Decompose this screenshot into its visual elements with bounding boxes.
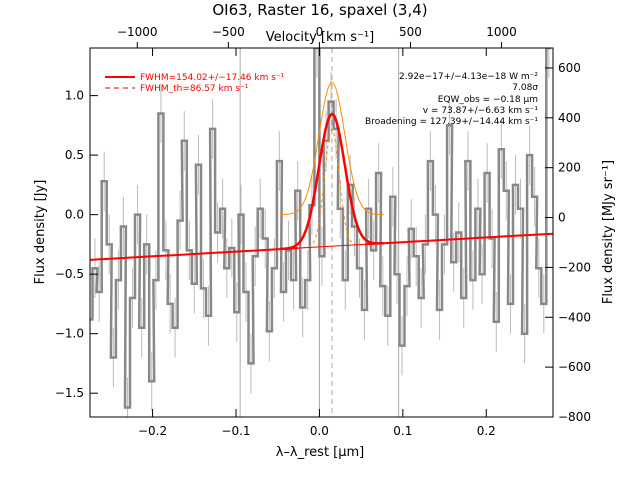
- legend: FWHM=154.02+/−17.46 km s⁻¹ FWHM_th=86.57…: [105, 73, 285, 94]
- chart-title: OI63, Raster 16, spaxel (3,4): [212, 1, 427, 19]
- top-tick-label: 1000: [486, 25, 517, 39]
- bottom-tick-label: −0.2: [138, 424, 167, 438]
- axes: −0.2 −0.1 0.0 0.1 0.2 −1000 −500 0 500 1000 −1.5 −1…: [55, 25, 591, 438]
- top-axis-label: Velocity [km s⁻¹]: [266, 30, 374, 45]
- annotation-flux: 2.92e−17+/−4.13e−18 W m⁻²: [399, 72, 538, 82]
- right-axis-label: Flux density [MJy sr⁻¹]: [601, 160, 616, 304]
- fit-baseline-left: [90, 247, 299, 261]
- annotation-sigma: 7.08σ: [512, 83, 538, 93]
- thermal-profile: [302, 128, 362, 249]
- right-tick-label: −200: [558, 260, 591, 274]
- fit-baseline-right: [365, 232, 553, 246]
- right-tick-label: 400: [558, 111, 581, 125]
- left-tick-label: −1.5: [55, 386, 84, 400]
- left-tick-label: 1.0: [65, 89, 84, 103]
- top-tick-label: 500: [399, 25, 422, 39]
- annotation-eqw: EQW_obs = −0.18 μm: [438, 95, 538, 105]
- left-tick-label: 0.0: [65, 208, 84, 222]
- right-tick-label: −600: [558, 360, 591, 374]
- top-tick-label: −500: [212, 25, 245, 39]
- right-tick-label: 200: [558, 161, 581, 175]
- right-tick-label: 0: [558, 211, 566, 225]
- bottom-tick-label: 0.2: [477, 424, 496, 438]
- spectrum-histogram: [90, 48, 552, 409]
- right-tick-label: −400: [558, 310, 591, 324]
- bottom-tick-label: −0.1: [221, 424, 250, 438]
- bottom-tick-label: 0.1: [393, 424, 412, 438]
- total-fit-curve: [280, 112, 384, 251]
- top-tick-label: −1000: [117, 25, 158, 39]
- annotation-broadening: Broadening = 127.39+/−14.44 km s⁻¹: [365, 117, 538, 127]
- legend-fwhm-th-label: FWHM_th=86.57 km s⁻¹: [140, 84, 249, 94]
- legend-fwhm-label: FWHM=154.02+/−17.46 km s⁻¹: [140, 73, 285, 83]
- gaussian-component: [280, 81, 384, 216]
- annotation-velocity: v = 73.87+/−6.63 km s⁻¹: [423, 106, 539, 116]
- bottom-tick-label: 0.0: [310, 424, 329, 438]
- left-tick-label: 0.5: [65, 148, 84, 162]
- left-tick-label: −1.0: [55, 327, 84, 341]
- left-axis-label: Flux density [Jy]: [33, 180, 48, 285]
- plot-area: [90, 48, 553, 417]
- right-tick-label: 600: [558, 61, 581, 75]
- fit-annotations: 2.92e−17+/−4.13e−18 W m⁻² 7.08σ EQW_obs …: [365, 72, 538, 127]
- bottom-axis-label: λ–λ_rest [μm]: [276, 445, 365, 460]
- right-tick-label: −800: [558, 410, 591, 424]
- left-tick-label: −0.5: [55, 267, 84, 281]
- top-tick-label: 0: [316, 25, 324, 39]
- plot-frame: [89, 47, 554, 418]
